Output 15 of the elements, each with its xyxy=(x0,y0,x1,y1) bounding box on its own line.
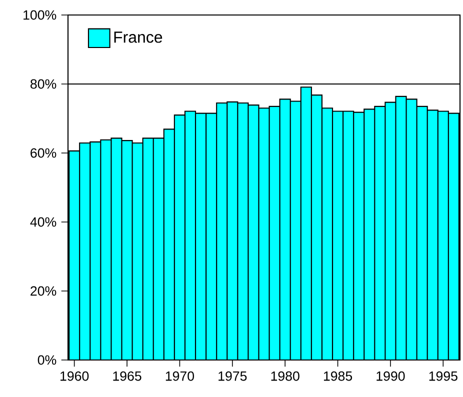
x-tick-label: 1985 xyxy=(324,371,352,381)
x-tick-label: 1960 xyxy=(60,371,89,381)
x-tick-label: 1965 xyxy=(113,371,142,381)
x-tick-label: 1975 xyxy=(218,371,247,381)
x-tick-label: 1980 xyxy=(271,371,300,381)
x-tick-label: 1995 xyxy=(429,371,458,381)
y-tick-label: 100% xyxy=(24,10,56,20)
y-tick-label: 80% xyxy=(30,79,56,89)
x-tick-label: 1970 xyxy=(166,371,194,381)
y-tick-label: 40% xyxy=(30,217,56,227)
y-tick-label: 60% xyxy=(30,148,56,158)
y-tick-label: 0% xyxy=(38,355,56,365)
x-tick-label: 1990 xyxy=(376,371,405,381)
text: France xyxy=(114,32,162,43)
y-tick-label: 20% xyxy=(30,286,56,296)
